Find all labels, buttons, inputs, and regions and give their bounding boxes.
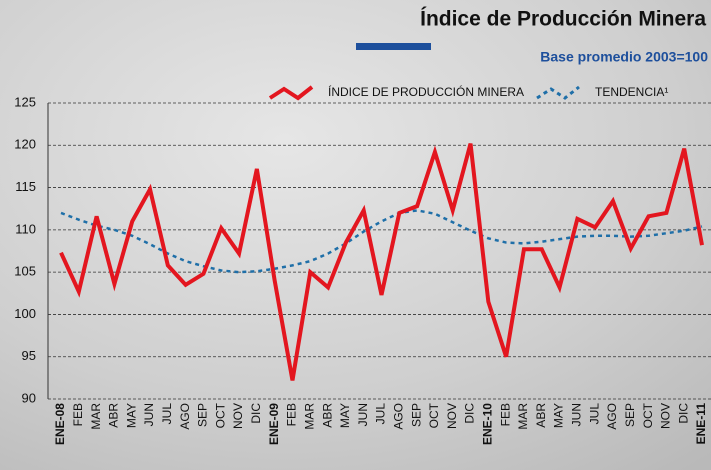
x-tick-label: JUL — [587, 403, 601, 425]
x-tick-label: JUL — [160, 403, 174, 425]
x-tick-label: DIC — [463, 403, 477, 424]
x-tick-label: ABR — [107, 403, 121, 428]
x-tick-label: FEB — [285, 403, 299, 426]
chart-subtitle: Base promedio 2003=100 — [540, 49, 708, 65]
x-tick-label: FEB — [498, 403, 512, 426]
x-tick-label: DIC — [676, 403, 690, 424]
y-tick-label: 110 — [15, 221, 36, 236]
x-tick-label: SEP — [196, 403, 210, 427]
title-bar — [356, 43, 431, 50]
x-tick-label: AGO — [391, 403, 405, 430]
y-tick-label: 105 — [14, 264, 36, 279]
x-tick-label: JUN — [570, 403, 584, 426]
x-tick-label: MAR — [302, 403, 316, 430]
y-tick-label: 115 — [15, 179, 36, 194]
x-tick-label: SEP — [623, 403, 637, 427]
x-tick-label: OCT — [641, 402, 655, 428]
x-tick-label: JUN — [142, 403, 156, 426]
x-tick-label: JUL — [374, 403, 388, 425]
x-tick-label: AGO — [605, 403, 619, 430]
y-tick-label: 90 — [22, 390, 36, 405]
x-tick-label: MAR — [89, 403, 103, 430]
legend-label: TENDENCIA¹ — [595, 85, 668, 99]
x-tick-label: ABR — [534, 403, 548, 428]
y-tick-label: 125 — [14, 94, 36, 109]
y-tick-label: 100 — [14, 306, 36, 321]
x-tick-label: ENE-11 — [694, 403, 708, 445]
x-tick-label: NOV — [445, 403, 459, 429]
x-tick-label: ENE-08 — [53, 403, 67, 445]
x-tick-label: ABR — [320, 403, 334, 428]
chart-title: Índice de Producción Minera — [420, 8, 706, 31]
background — [0, 0, 711, 470]
x-tick-label: NOV — [231, 403, 245, 429]
legend-label: ÍNDICE DE PRODUCCIÓN MINERA — [328, 84, 524, 99]
x-tick-label: MAY — [338, 403, 352, 428]
x-tick-label: NOV — [659, 403, 673, 429]
x-tick-label: MAR — [516, 403, 530, 430]
x-tick-label: MAY — [552, 403, 566, 428]
y-tick-label: 95 — [22, 348, 36, 363]
x-tick-label: OCT — [427, 402, 441, 428]
x-tick-label: ENE-10 — [481, 403, 495, 445]
x-tick-label: ENE-09 — [267, 403, 281, 445]
chart: Índice de Producción Minera Base promedi… — [0, 0, 711, 470]
x-tick-label: MAY — [124, 403, 138, 428]
x-tick-label: FEB — [71, 403, 85, 426]
x-tick-label: AGO — [178, 403, 192, 430]
y-tick-label: 120 — [14, 137, 36, 152]
x-tick-label: DIC — [249, 403, 263, 424]
x-tick-label: OCT — [213, 402, 227, 428]
x-tick-label: SEP — [409, 403, 423, 427]
x-tick-label: JUN — [356, 403, 370, 426]
